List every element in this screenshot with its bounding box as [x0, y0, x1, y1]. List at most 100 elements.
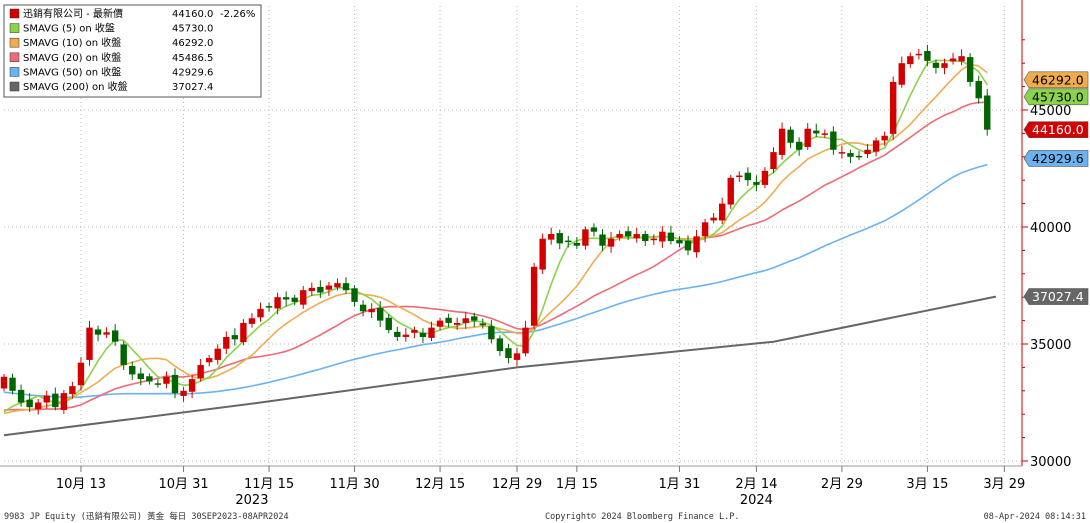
legend-entry: SMAVG (10) on 收盤 46292.0	[9, 36, 213, 49]
candle	[282, 291, 290, 307]
candle	[453, 317, 461, 330]
candle	[231, 328, 239, 346]
legend-series-value: 46292.0	[172, 38, 213, 49]
sma-200-line	[3, 295, 996, 437]
legend-swatch	[9, 67, 20, 77]
x-tick-label: 1月 31	[658, 477, 700, 492]
x-tick-label: 10月 31	[158, 477, 208, 492]
y-tick-label: 45000	[1030, 104, 1071, 119]
value-tag-label: 42929.6	[1032, 151, 1084, 166]
candle	[744, 167, 752, 186]
x-tick-label: 10月 13	[56, 477, 106, 492]
candle	[188, 374, 196, 399]
candle	[274, 292, 281, 315]
footer-right: 08-Apr-2024 08:14:31	[984, 512, 1086, 522]
legend-entry: SMAVG (5) on 收盤 45730.0	[9, 22, 213, 35]
candle	[462, 311, 469, 329]
candle	[0, 373, 8, 392]
x-tick-label: 12月 29	[492, 477, 542, 492]
candle	[556, 229, 563, 250]
y-axis: 30000 35000 40000 45000	[1022, 39, 1071, 470]
value-tag-label: 46292.0	[1032, 72, 1084, 87]
candle	[607, 232, 615, 253]
legend-entry: SMAVG (50) on 收盤 42929.6	[9, 65, 213, 78]
candle	[958, 49, 965, 66]
candle	[129, 361, 136, 380]
candle	[642, 230, 649, 247]
sma-layer	[3, 59, 988, 415]
candle	[471, 312, 478, 328]
candle	[830, 126, 837, 155]
candle	[582, 226, 589, 250]
candle	[377, 301, 384, 328]
value-tag: 44160.0	[1023, 121, 1089, 138]
candle	[300, 286, 307, 309]
x-tick-label: 3月 29	[983, 477, 1025, 492]
candle	[325, 281, 333, 296]
candle	[966, 53, 974, 87]
candle	[317, 280, 324, 298]
candle	[813, 123, 820, 138]
legend-series-change: -2.26%	[220, 9, 255, 20]
candle	[787, 126, 794, 149]
legend-series-name: SMAVG (5) on 收盤	[23, 22, 115, 35]
candle	[496, 335, 504, 356]
value-tag: 37027.4	[1023, 288, 1089, 305]
candle	[488, 320, 495, 344]
candle	[624, 226, 632, 241]
legend: 迅銷有限公司 - 最新價 44160.0 -2.26% SMAVG (5) on 收盤…	[3, 4, 262, 98]
candle	[599, 229, 606, 252]
candle	[975, 75, 982, 104]
candle	[650, 234, 657, 245]
candle	[522, 320, 529, 357]
legend-series-value: 45486.5	[172, 53, 213, 64]
candle	[428, 321, 435, 341]
candle	[573, 237, 581, 250]
candle	[94, 325, 102, 342]
candle	[206, 354, 213, 367]
legend-series-name: SMAVG (200) on 收盤	[23, 80, 128, 93]
footer-center: Copyright© 2024 Bloomberg Finance L.P.	[545, 512, 739, 522]
legend-entry: 迅銷有限公司 - 最新價 44160.0 -2.26%	[9, 7, 255, 20]
x-tick-label: 2月 29	[821, 477, 863, 492]
value-tag-label: 44160.0	[1032, 122, 1084, 137]
legend-swatch	[9, 81, 20, 92]
candle	[770, 147, 777, 173]
candle	[111, 324, 119, 346]
legend-series-value: 42929.6	[172, 67, 213, 78]
candle	[60, 390, 68, 414]
value-tag: 46292.0	[1023, 71, 1089, 89]
sma-20-line	[3, 101, 988, 411]
candle	[26, 393, 33, 413]
year-label: 2024	[740, 493, 773, 508]
candle	[334, 278, 341, 291]
candle	[146, 373, 153, 385]
candle	[411, 326, 418, 339]
candle-layer	[0, 44, 991, 415]
legend-swatch	[9, 8, 20, 19]
x-tick-label: 1月 15	[556, 477, 598, 492]
value-tag-label: 45730.0	[1032, 89, 1084, 104]
value-tag: 42929.6	[1023, 150, 1089, 167]
legend-series-name: SMAVG (20) on 收盤	[23, 51, 121, 64]
candle	[43, 390, 50, 409]
footer: 9983 JP Equity (迅銷有限公司) 黃金 每日 30SEP2023-…	[4, 511, 1086, 522]
candle	[890, 76, 897, 140]
candle	[513, 347, 521, 366]
candle	[804, 123, 811, 150]
candle	[736, 171, 743, 182]
candle	[171, 368, 179, 399]
candle	[402, 328, 410, 342]
candle	[795, 137, 803, 156]
candle	[676, 236, 683, 248]
candle	[240, 319, 247, 346]
year-label: 2023	[235, 493, 268, 508]
candle	[539, 233, 546, 274]
candle	[915, 48, 923, 60]
candle	[154, 379, 162, 388]
legend-series-value: 45730.0	[172, 24, 213, 35]
candle	[924, 44, 931, 66]
candle	[308, 282, 315, 296]
candle	[86, 320, 93, 366]
